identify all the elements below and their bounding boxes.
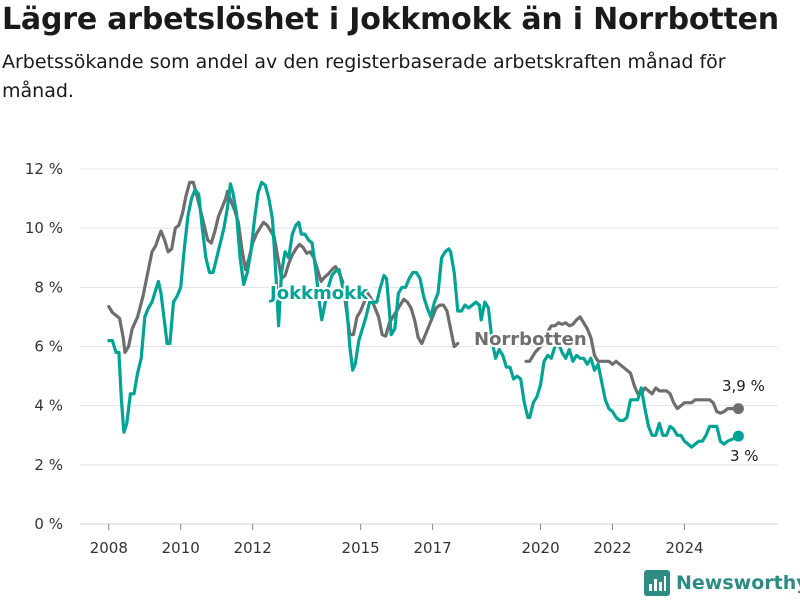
end-label-jokkmokk: 3 % — [730, 447, 759, 465]
end-point-jokkmokk — [732, 430, 744, 442]
y-tick-label: 12 % — [25, 160, 63, 178]
chart-subtitle: Arbetssökande som andel av den registerb… — [2, 51, 726, 102]
series-line-norrbotten — [524, 315, 740, 415]
x-axis: 2008 2010 2012 2015 2017 2020 2022 2024 — [90, 524, 704, 557]
series-labels: Jokkmokk Norrbotten 3,9 % 3 % — [266, 281, 765, 465]
y-axis: 0 % 2 % 4 % 6 % 8 % 10 % 12 % — [25, 160, 63, 533]
series-lines — [107, 180, 744, 449]
x-tick-label: 2017 — [414, 539, 452, 557]
series-label-norrbotten: Norrbotten — [474, 329, 587, 350]
x-tick-label: 2022 — [593, 539, 631, 557]
y-tick-label: 0 % — [34, 515, 63, 533]
end-point-norrbotten — [732, 403, 744, 415]
bar-chart-logo-icon — [644, 570, 670, 596]
series-line-jokkmokk — [107, 180, 740, 449]
y-tick-label: 8 % — [34, 278, 63, 296]
y-tick-label: 6 % — [34, 338, 63, 356]
x-tick-label: 2015 — [342, 539, 380, 557]
brand-name: Newsworthy — [676, 572, 800, 594]
y-tick-label: 4 % — [34, 397, 63, 415]
x-tick-label: 2012 — [234, 539, 272, 557]
series-label-jokkmokk: Jokkmokk — [268, 283, 369, 304]
brand-logo: Newsworthy — [644, 568, 800, 598]
y-tick-label: 10 % — [25, 219, 63, 237]
x-tick-label: 2008 — [90, 539, 128, 557]
y-tick-label: 2 % — [34, 456, 63, 474]
x-tick-label: 2020 — [521, 539, 559, 557]
chart-title: Lägre arbetslöshet i Jokkmokk än i Norrb… — [2, 2, 779, 37]
x-tick-label: 2024 — [665, 539, 703, 557]
gridlines — [80, 168, 778, 525]
end-label-norrbotten: 3,9 % — [722, 377, 765, 395]
x-tick-label: 2010 — [162, 539, 200, 557]
series-line-norrbotten — [107, 180, 460, 354]
